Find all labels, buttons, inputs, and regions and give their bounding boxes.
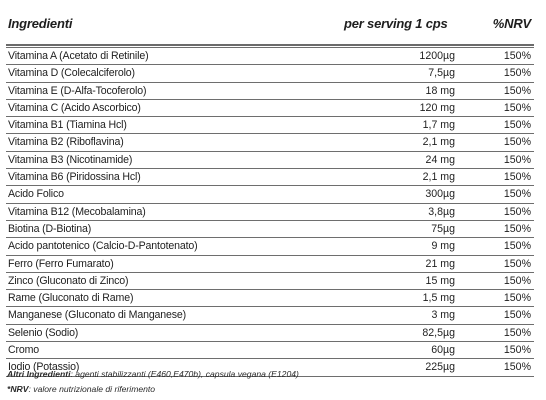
ingredient-amount: 1200µg [419, 50, 455, 62]
ingredients-table: Vitamina A (Acetato di Retinile) 1200µg 15… [6, 45, 534, 377]
ingredient-amount: 21 mg [425, 257, 455, 270]
table-row: Biotina (D-Biotina) 75µg 150% [6, 221, 534, 239]
table-row: Cromo 60µg 150% [6, 342, 534, 360]
ingredient-name: Selenio (Sodio) [8, 326, 79, 339]
table-row: Iodio (Potassio) 225µg 150% [6, 359, 534, 377]
header-nrv: %NRV [492, 16, 531, 31]
ingredient-nrv: 150% [503, 188, 531, 201]
ingredient-nrv: 150% [503, 326, 531, 339]
ingredient-name: Vitamina B6 (Piridossina Hcl) [8, 171, 141, 184]
ingredient-amount: 300µg [425, 188, 455, 201]
ingredient-nrv: 150% [503, 222, 531, 235]
header-per-serving: per serving 1 cps [344, 16, 448, 31]
ingredient-name: Acido pantotenico (Calcio-D-Pantotenato) [8, 240, 198, 253]
ingredient-nrv: 150% [503, 292, 531, 305]
ingredient-amount: 1,5 mg [422, 292, 455, 305]
other-ingredients-label: Altri Ingredienti [7, 369, 71, 379]
ingredient-name: Vitamina E (D-Alfa-Tocoferolo) [8, 84, 147, 97]
ingredient-name: Manganese (Gluconato di Manganese) [8, 309, 187, 322]
ingredient-amount: 18 mg [425, 84, 455, 97]
table-row: Vitamina B1 (Tiamina Hcl) 1,7 mg 150% [6, 117, 534, 135]
ingredient-name: Vitamina D (Colecalciferolo) [8, 67, 135, 80]
ingredient-nrv: 150% [503, 309, 531, 322]
nrv-note: *NRV: valore nutrizionale di riferimento [7, 384, 155, 394]
ingredient-nrv: 150% [503, 136, 531, 149]
ingredient-name: Vitamina C (Acido Ascorbico) [8, 101, 141, 114]
ingredient-nrv: 150% [503, 274, 531, 287]
ingredient-name: Biotina (D-Biotina) [8, 222, 92, 235]
ingredient-name: Vitamina B12 (Mecobalamina) [8, 205, 146, 218]
ingredient-nrv: 150% [503, 344, 531, 357]
table-row: Vitamina D (Colecalciferolo) 7,5µg 150% [6, 65, 534, 83]
ingredient-nrv: 150% [503, 119, 531, 132]
ingredient-name: Rame (Gluconato di Rame) [8, 292, 134, 305]
ingredient-name: Iodio (Potassio) [8, 361, 80, 374]
table-row: Vitamina B6 (Piridossina Hcl) 2,1 mg 150% [6, 169, 534, 187]
other-ingredients-note: Altri Ingredienti: agenti stabilizzanti … [7, 369, 299, 379]
table-row: Vitamina E (D-Alfa-Tocoferolo) 18 mg 150% [6, 83, 534, 100]
ingredient-amount: 15 mg [425, 274, 455, 287]
table-row: Vitamina C (Acido Ascorbico) 120 mg 150% [6, 100, 534, 118]
ingredient-amount: 75µg [431, 222, 455, 235]
table-header: Ingredienti per serving 1 cps %NRV [6, 0, 534, 46]
ingredient-name: Vitamina B3 (Nicotinamide) [8, 153, 133, 166]
ingredient-nrv: 150% [503, 205, 531, 218]
table-row: Acido pantotenico (Calcio-D-Pantotenato)… [6, 238, 534, 256]
ingredient-amount: 2,1 mg [422, 136, 455, 149]
ingredient-name: Vitamina A (Acetato di Retinile) [8, 50, 149, 62]
ingredient-amount: 24 mg [425, 153, 455, 166]
ingredient-amount: 3,8µg [428, 205, 455, 218]
ingredient-amount: 9 mg [431, 240, 455, 253]
other-ingredients-text: : agenti stabilizzanti (E460,E470b), cap… [70, 369, 299, 379]
ingredient-nrv: 150% [503, 171, 531, 184]
header-ingredients: Ingredienti [8, 16, 73, 31]
ingredient-name: Zinco (Gluconato di Zinco) [8, 274, 129, 287]
nrv-note-label: *NRV [7, 384, 29, 394]
table-row: Vitamina A (Acetato di Retinile) 1200µg 15… [6, 47, 534, 66]
ingredient-name: Ferro (Ferro Fumarato) [8, 257, 114, 270]
ingredient-nrv: 150% [503, 153, 531, 166]
table-row: Acido Folico 300µg 150% [6, 186, 534, 204]
table-row: Manganese (Gluconato di Manganese) 3 mg 15… [6, 307, 534, 325]
nrv-note-text: : valore nutrizionale di riferimento [28, 384, 156, 394]
table-row: Vitamina B2 (Riboflavina) 2,1 mg 150% [6, 134, 534, 152]
ingredient-name: Vitamina B2 (Riboflavina) [8, 136, 124, 149]
ingredient-amount: 60µg [431, 344, 455, 357]
ingredient-name: Cromo [8, 344, 40, 357]
table-row: Rame (Gluconato di Rame) 1,5 mg 150% [6, 290, 534, 308]
ingredient-nrv: 150% [503, 50, 531, 62]
ingredient-nrv: 150% [503, 67, 531, 80]
ingredient-nrv: 150% [503, 257, 531, 270]
ingredient-nrv: 150% [503, 361, 531, 374]
table-row: Zinco (Gluconato di Zinco) 15 mg 150% [6, 273, 534, 291]
ingredient-nrv: 150% [503, 84, 531, 97]
ingredient-name: Acido Folico [8, 188, 64, 201]
ingredient-nrv: 150% [503, 240, 531, 253]
table-row: Selenio (Sodio) 82,5µg 150% [6, 325, 534, 343]
ingredient-nrv: 150% [503, 101, 531, 114]
table-row: Ferro (Ferro Fumarato) 21 mg 150% [6, 256, 534, 273]
ingredient-amount: 1,7 mg [422, 119, 455, 132]
ingredient-amount: 225µg [425, 361, 455, 374]
table-row: Vitamina B12 (Mecobalamina) 3,8µg 150% [6, 204, 534, 221]
ingredient-amount: 120 mg [419, 101, 455, 114]
ingredient-amount: 7,5µg [428, 67, 455, 80]
table-row: Vitamina B3 (Nicotinamide) 24 mg 150% [6, 152, 534, 170]
ingredient-amount: 82,5µg [422, 326, 455, 339]
ingredient-amount: 3 mg [431, 309, 455, 322]
ingredient-name: Vitamina B1 (Tiamina Hcl) [8, 119, 127, 132]
ingredient-amount: 2,1 mg [422, 171, 455, 184]
